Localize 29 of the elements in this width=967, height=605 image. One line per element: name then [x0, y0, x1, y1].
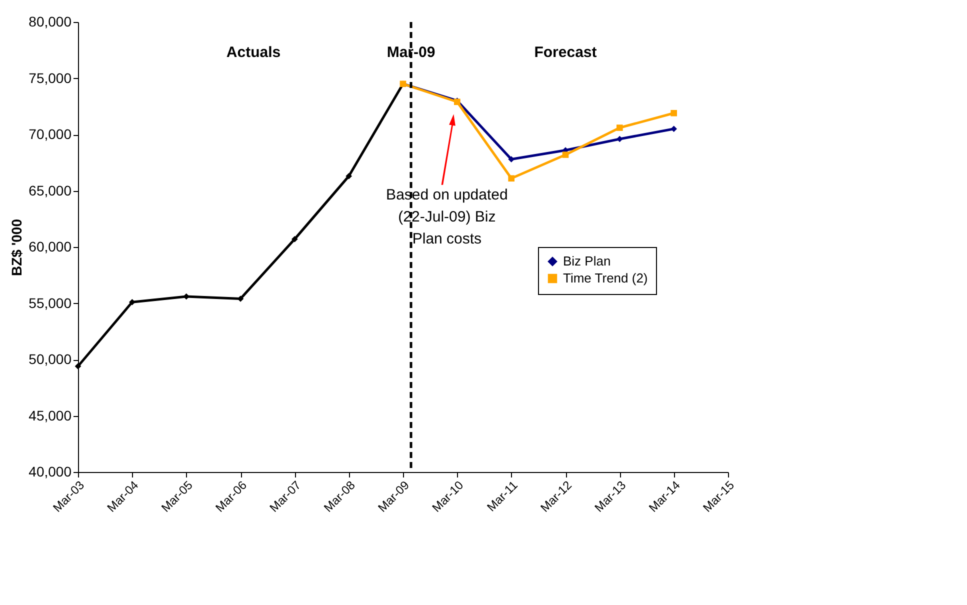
point: [508, 175, 514, 182]
y-tick-label: 75,000: [28, 70, 72, 86]
point: [346, 172, 352, 180]
y-axis-title: BZ$ '000: [8, 218, 25, 276]
ref-line-label: Mar-09: [386, 44, 436, 61]
annotation: Based on updated (22-Jul-09) Biz Plan costs: [386, 186, 508, 248]
legend-label: Time Trend (2): [563, 270, 648, 286]
y-tick-label: 40,000: [28, 464, 72, 480]
y-tick-label: 60,000: [28, 238, 72, 254]
point: [74, 363, 82, 370]
y-tick-label: 50,000: [28, 351, 72, 367]
point: [562, 152, 569, 158]
point: [616, 136, 623, 142]
point: [129, 298, 136, 306]
annotation: Forecast: [534, 44, 597, 61]
point: [183, 293, 190, 300]
legend-label: Biz Plan: [563, 254, 611, 268]
point: [292, 236, 298, 242]
point: [616, 124, 623, 131]
y-tick-label: 80,000: [28, 14, 72, 30]
y-tick-label: 65,000: [28, 182, 72, 198]
annotation: Actuals: [226, 44, 281, 61]
point: [508, 156, 514, 162]
point: [670, 126, 677, 132]
y-tick-label: 45,000: [28, 407, 72, 424]
point: [237, 296, 244, 302]
y-tick-label: 55,000: [28, 294, 72, 311]
point: [670, 110, 677, 116]
y-tick-label: 70,000: [28, 126, 72, 142]
